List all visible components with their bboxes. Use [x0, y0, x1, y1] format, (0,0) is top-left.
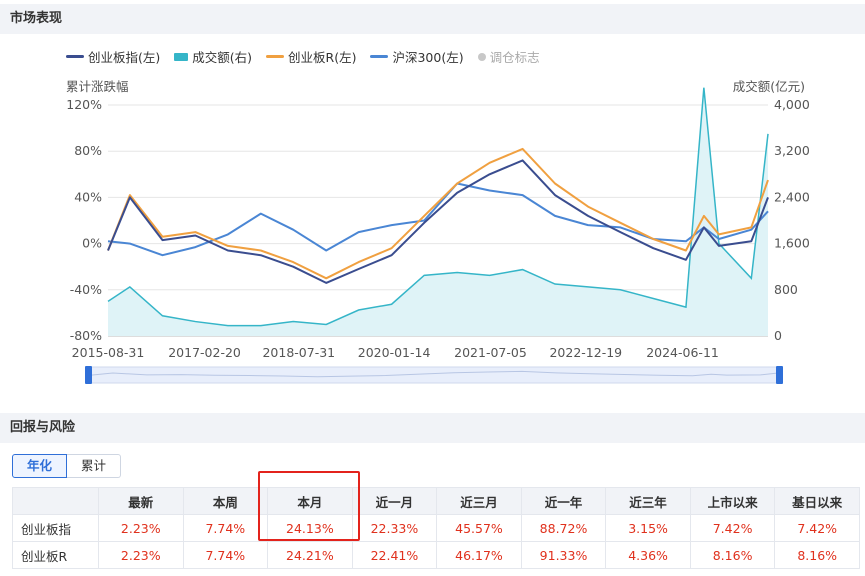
header-3-years: 近三年 — [605, 487, 691, 515]
header-this-week: 本周 — [182, 487, 269, 515]
legend-label: 调仓标志 — [489, 50, 540, 65]
table-cell: 22.41% — [351, 541, 438, 569]
header-1-month: 近一月 — [351, 487, 438, 515]
x-tick-label: 2024-06-11 — [646, 345, 719, 360]
header-1-year: 近一年 — [520, 487, 607, 515]
x-tick-label: 2022-12-19 — [549, 345, 622, 360]
legend-label: 创业板指(左) — [88, 50, 161, 65]
table-cell: 22.33% — [351, 514, 438, 542]
x-tick-label: 2021-07-05 — [454, 345, 527, 360]
x-tick-label: 2018-07-31 — [262, 345, 335, 360]
legend-item-turnover[interactable]: 成交额(右) — [174, 47, 252, 66]
x-tick-label: 2020-01-14 — [358, 345, 431, 360]
chinext-r-series-line — [107, 147, 769, 280]
left-axis-title: 累计涨跌幅 — [66, 79, 129, 94]
zoom-handle-left[interactable] — [85, 366, 92, 384]
legend-swatch — [266, 55, 285, 58]
returns-risk-header: 回报与风险 — [0, 413, 865, 443]
table-cell: 2.23% — [98, 514, 184, 542]
turnover-series-line — [107, 87, 769, 327]
table-cell: 4.36% — [605, 541, 691, 569]
legend-label: 沪深300(左) — [392, 50, 464, 65]
table-cell: 3.15% — [605, 514, 691, 542]
y-right-tick-label: 1,600 — [774, 236, 810, 251]
tab-cumulative[interactable]: 累计 — [67, 454, 122, 478]
row-name: 创业板指 — [12, 514, 99, 542]
y-right-tick-label: 2,400 — [774, 189, 810, 204]
table-row: 创业板R 2.23% 7.74% 24.21% 22.41% 46.17% 91… — [12, 541, 860, 569]
zoom-slider-preview — [89, 370, 779, 378]
table-cell: 91.33% — [520, 541, 607, 569]
chart-legend: 创业板指(左) 成交额(右) 创业板R(左) 沪深300(左) 调仓标志 — [66, 47, 540, 66]
header-since-base: 基日以来 — [774, 487, 860, 515]
y-right-tick-label: 800 — [774, 282, 798, 297]
legend-item-rebalance-marker[interactable]: 调仓标志 — [477, 47, 540, 66]
legend-swatch — [66, 55, 84, 58]
table-row: 创业板指 2.23% 7.74% 24.13% 22.33% 45.57% 88… — [12, 514, 860, 542]
table-cell: 7.74% — [182, 541, 269, 569]
table-cell: 7.74% — [182, 514, 269, 542]
y-left-tick-label: 0% — [82, 236, 102, 251]
table-cell: 8.16% — [689, 541, 776, 569]
legend-label: 创业板R(左) — [288, 50, 357, 65]
chinext-index-series-line — [107, 159, 769, 284]
y-right-tick-label: 4,000 — [774, 97, 810, 112]
zoom-handle-right[interactable] — [776, 366, 783, 384]
row-name: 创业板R — [12, 541, 99, 569]
x-tick-label: 2017-02-20 — [168, 345, 241, 360]
highlight-box — [258, 471, 360, 541]
turnover-area — [108, 87, 768, 336]
legend-label: 成交额(右) — [192, 50, 253, 65]
y-left-tick-label: -80% — [70, 328, 102, 343]
y-left-tick-label: -40% — [70, 282, 102, 297]
table-cell: 24.13% — [267, 514, 353, 542]
tab-annualized[interactable]: 年化 — [12, 454, 68, 478]
table-header-row: 最新 本周 本月 近一月 近三月 近一年 近三年 上市以来 基日以来 — [12, 487, 860, 515]
table-cell: 45.57% — [436, 514, 522, 542]
x-tick-label: 2015-08-31 — [72, 345, 145, 360]
header-since-listing: 上市以来 — [689, 487, 776, 515]
legend-swatch — [174, 52, 189, 61]
table-cell: 8.16% — [774, 541, 860, 569]
table-cell: 24.21% — [267, 541, 353, 569]
table-cell: 7.42% — [774, 514, 860, 542]
legend-swatch — [370, 55, 389, 58]
table-cell: 2.23% — [98, 541, 184, 569]
y-left-tick-label: 120% — [66, 97, 102, 112]
header-name — [12, 487, 99, 515]
y-left-tick-label: 80% — [74, 143, 102, 158]
y-right-tick-label: 3,200 — [774, 143, 810, 158]
header-this-month: 本月 — [267, 487, 353, 515]
table-cell: 7.42% — [689, 514, 776, 542]
legend-item-chinext-r[interactable]: 创业板R(左) — [266, 47, 356, 66]
period-tabs: 年化 累计 — [12, 454, 122, 478]
table-cell: 88.72% — [520, 514, 607, 542]
y-right-tick-label: 0 — [774, 328, 782, 343]
market-performance-header: 市场表现 — [0, 4, 865, 34]
legend-item-chinext-index[interactable]: 创业板指(左) — [66, 47, 160, 66]
legend-item-csi300[interactable]: 沪深300(左) — [370, 47, 464, 66]
right-axis-title: 成交额(亿元) — [732, 79, 805, 94]
market-chart[interactable]: 120% 4,000 80% 3,200 40% 2,400 0% 1,600 -40% 800 -… — [0, 0, 865, 400]
dot-icon — [477, 52, 486, 61]
returns-table: 最新 本周 本月 近一月 近三月 近一年 近三年 上市以来 基日以来 创业板指 … — [12, 487, 860, 569]
table-cell: 46.17% — [436, 541, 522, 569]
header-3-months: 近三月 — [436, 487, 522, 515]
y-left-tick-label: 40% — [74, 189, 102, 204]
header-latest: 最新 — [98, 487, 184, 515]
